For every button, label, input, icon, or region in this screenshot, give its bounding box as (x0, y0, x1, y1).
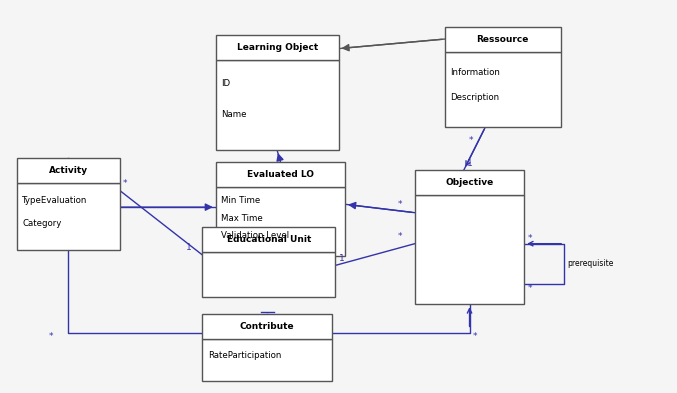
Text: Ressource: Ressource (477, 35, 529, 44)
Text: ID: ID (221, 79, 230, 88)
Text: Evaluated LO: Evaluated LO (247, 170, 314, 179)
Bar (216, 35, 338, 60)
Text: Educational Unit: Educational Unit (227, 235, 311, 244)
Text: TypeEvaluation: TypeEvaluation (22, 196, 87, 206)
Text: Validation Level: Validation Level (221, 231, 289, 240)
Text: 1: 1 (186, 243, 192, 252)
Text: Category: Category (22, 219, 62, 228)
Text: Learning Object: Learning Object (236, 43, 318, 52)
Bar (202, 339, 332, 381)
Text: Name: Name (221, 110, 246, 119)
Text: Objective: Objective (445, 178, 494, 187)
Text: *: * (48, 332, 53, 341)
Bar (202, 314, 332, 339)
Text: *: * (473, 332, 477, 341)
Text: *: * (527, 233, 532, 242)
Text: RateParticipation: RateParticipation (208, 351, 281, 360)
Bar (415, 195, 524, 304)
Bar (202, 227, 335, 252)
Text: Contribute: Contribute (240, 322, 294, 331)
Text: Min Time: Min Time (221, 196, 261, 205)
Bar (445, 27, 561, 52)
Text: Activity: Activity (49, 166, 88, 175)
Text: *: * (468, 136, 473, 145)
Text: *: * (398, 200, 403, 209)
Text: *: * (527, 284, 532, 293)
Text: prerequisite: prerequisite (567, 259, 614, 268)
Bar (17, 183, 120, 250)
Text: 1: 1 (338, 254, 344, 263)
Text: *: * (123, 179, 127, 188)
Text: *: * (398, 232, 403, 241)
Bar (216, 187, 345, 256)
Bar (445, 52, 561, 127)
Text: 1: 1 (467, 159, 473, 168)
Bar (17, 158, 120, 183)
Text: Information: Information (450, 68, 500, 77)
Text: Max Time: Max Time (221, 213, 263, 222)
Bar (415, 169, 524, 195)
Bar (202, 252, 335, 297)
Bar (216, 60, 338, 150)
Text: Description: Description (450, 93, 499, 102)
Bar (216, 162, 345, 187)
